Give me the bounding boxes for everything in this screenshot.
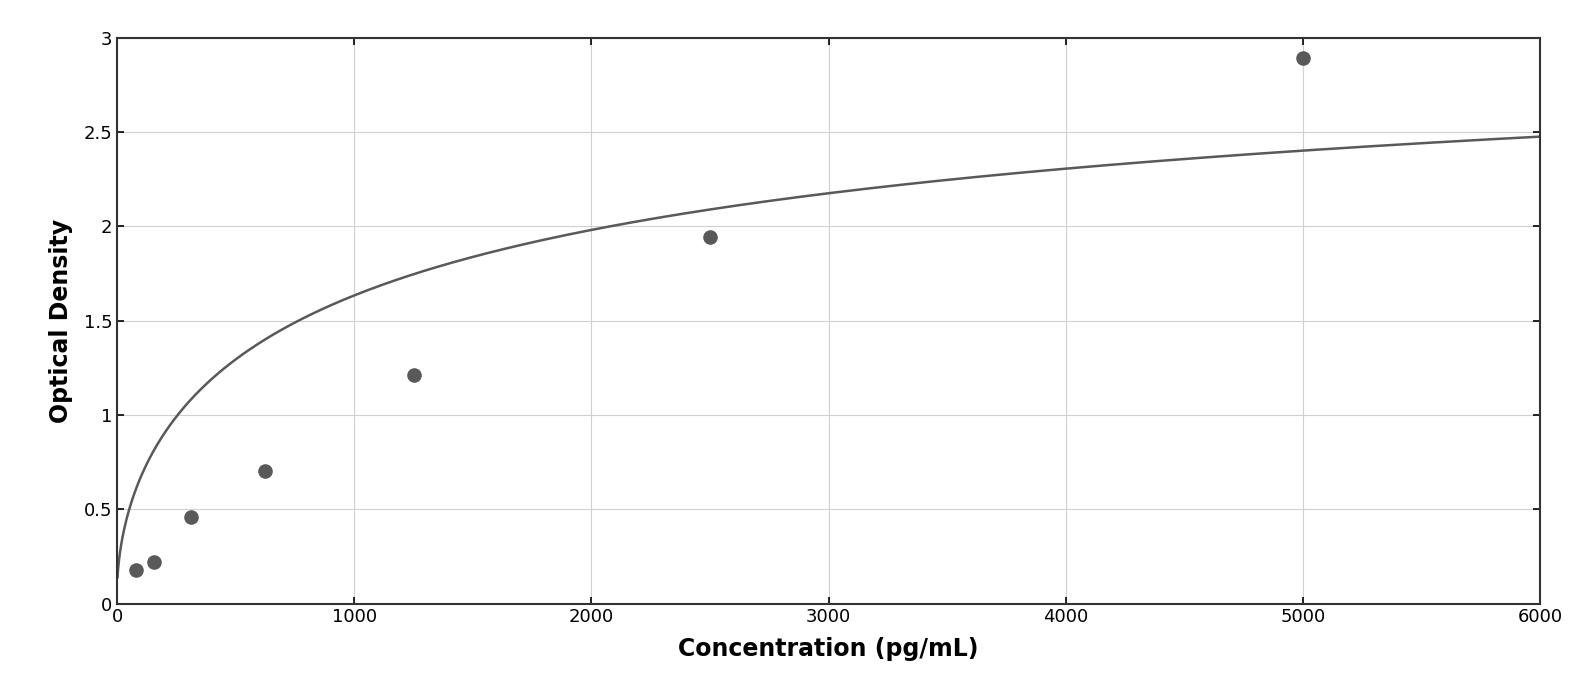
- Point: [400, 370, 426, 381]
- Y-axis label: Optical Density: Optical Density: [48, 219, 72, 423]
- Point: [142, 556, 167, 567]
- Point: [252, 466, 278, 477]
- Point: [1290, 53, 1316, 64]
- Point: [123, 564, 148, 575]
- Point: [179, 511, 204, 522]
- X-axis label: Concentration (pg/mL): Concentration (pg/mL): [678, 637, 979, 662]
- Point: [697, 232, 723, 243]
